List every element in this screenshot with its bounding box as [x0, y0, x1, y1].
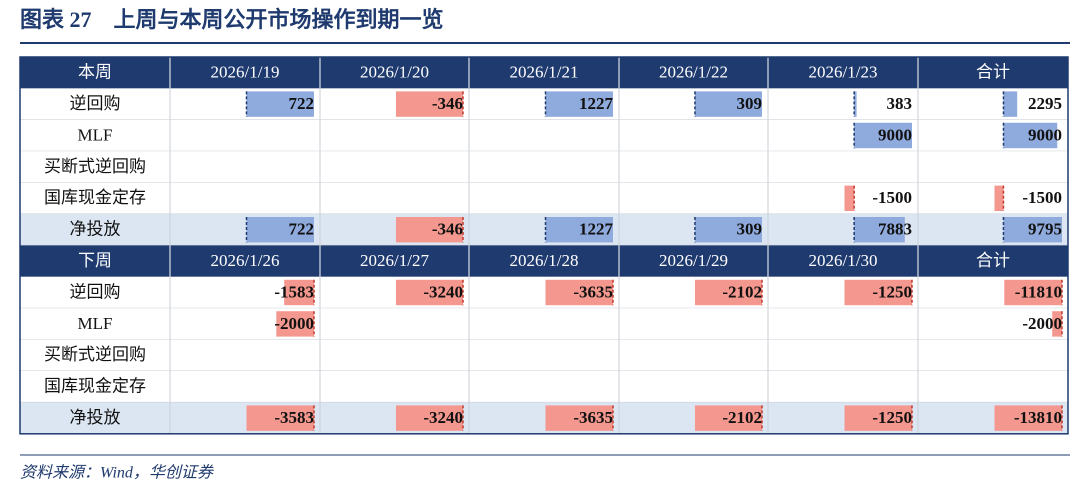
header-cell: 2026/1/20: [360, 63, 429, 82]
data-bar: [395, 405, 463, 431]
data-bar: [1052, 311, 1062, 337]
row-label: 净投放: [70, 220, 121, 239]
cell-value: 309: [737, 220, 763, 239]
header-row: [20, 57, 1068, 89]
data-bar: [1004, 279, 1062, 306]
cell-value: -1500: [1022, 188, 1062, 207]
row-bg: [20, 371, 1068, 403]
row-label: 国库现金定存: [44, 188, 146, 207]
data-bar: [1003, 217, 1062, 243]
cell-value: -11810: [1015, 282, 1062, 301]
cell-value: 7883: [878, 220, 912, 239]
cell-value: -346: [432, 220, 463, 239]
row-label: 国库现金定存: [44, 377, 146, 396]
row-label: 逆回购: [70, 282, 121, 301]
header-cell: 合计: [976, 251, 1010, 270]
data-bar: [854, 91, 857, 117]
cell-value: -1250: [872, 282, 912, 301]
header-cell: 2026/1/19: [211, 63, 280, 82]
data-bar: [395, 91, 463, 117]
row-bg: [20, 182, 1068, 214]
data-bar: [1003, 122, 1058, 149]
row-bg: [20, 88, 1068, 120]
data-bar: [545, 279, 613, 306]
data-bar: [545, 217, 613, 243]
cell-value: -1500: [872, 188, 912, 207]
cell-value: 383: [887, 94, 913, 113]
cell-value: -1250: [872, 408, 912, 427]
cell-value: 1227: [579, 94, 614, 113]
data-bar: [694, 405, 762, 431]
cell-value: -2102: [722, 408, 762, 427]
row-label: 逆回购: [70, 94, 121, 113]
cell-value: -2000: [274, 314, 314, 333]
header-row: [20, 245, 1068, 277]
data-bar: [246, 91, 314, 117]
cell-value: -3583: [274, 408, 314, 427]
data-bar: [854, 217, 905, 243]
cell-value: -3635: [573, 282, 613, 301]
data-bar: [994, 405, 1062, 431]
cell-value: 1227: [579, 220, 614, 239]
cell-value: 2295: [1028, 94, 1062, 113]
header-cell: 2026/1/21: [510, 63, 579, 82]
cell-value: 9795: [1028, 220, 1062, 239]
data-bar: [395, 279, 463, 306]
table-border: [19, 56, 1069, 435]
data-bar: [994, 185, 1004, 211]
cell-value: 722: [289, 220, 315, 239]
header-cell: 2026/1/22: [659, 63, 728, 82]
data-bar: [246, 217, 314, 243]
header-cell: 本周: [78, 63, 112, 82]
cell-value: 9000: [878, 125, 912, 144]
row-label: MLF: [78, 125, 113, 144]
data-bar: [284, 279, 314, 306]
data-bar: [844, 279, 912, 306]
cell-value: -13810: [1014, 408, 1062, 427]
source: 资料来源：Wind，华创证券: [20, 464, 215, 482]
row-bg: [20, 339, 1068, 371]
data-bar: [246, 405, 314, 431]
data-bar: [694, 279, 762, 306]
data-bar: [844, 405, 912, 431]
data-bar: [694, 91, 762, 117]
data-bar: [854, 122, 912, 149]
header-cell: 2026/1/30: [809, 251, 878, 270]
header-cell: 下周: [78, 251, 112, 270]
header-cell: 合计: [976, 63, 1010, 82]
data-bar: [395, 217, 463, 243]
cell-value: -1583: [274, 282, 314, 301]
cell-value: 9000: [1028, 125, 1062, 144]
header-cell: 2026/1/28: [510, 251, 579, 270]
cell-value: -346: [432, 94, 463, 113]
cell-value: -2102: [722, 282, 762, 301]
row-label: MLF: [78, 314, 113, 333]
header-cell: 2026/1/26: [211, 251, 280, 270]
cell-value: 309: [737, 94, 763, 113]
data-bar: [694, 217, 762, 243]
cell-value: -3240: [423, 408, 463, 427]
row-label: 买断式逆回购: [44, 157, 146, 176]
cell-value: -3240: [423, 282, 463, 301]
cell-value: -3635: [573, 408, 613, 427]
data-bar: [844, 185, 855, 211]
row-label: 净投放: [70, 408, 121, 427]
title: 图表 27 上周与本周公开市场操作到期一览: [20, 7, 444, 32]
data-bar: [545, 91, 613, 117]
header-cell: 2026/1/23: [809, 63, 878, 82]
data-bar: [276, 311, 314, 337]
cell-value: 722: [289, 94, 315, 113]
data-bar: [1003, 91, 1018, 117]
row-bg: [20, 151, 1068, 183]
header-cell: 2026/1/27: [360, 251, 429, 270]
cell-value: -2000: [1022, 314, 1062, 333]
row-bg: [20, 308, 1068, 340]
row-label: 买断式逆回购: [44, 345, 146, 364]
data-bar: [545, 405, 613, 431]
header-cell: 2026/1/29: [659, 251, 728, 270]
